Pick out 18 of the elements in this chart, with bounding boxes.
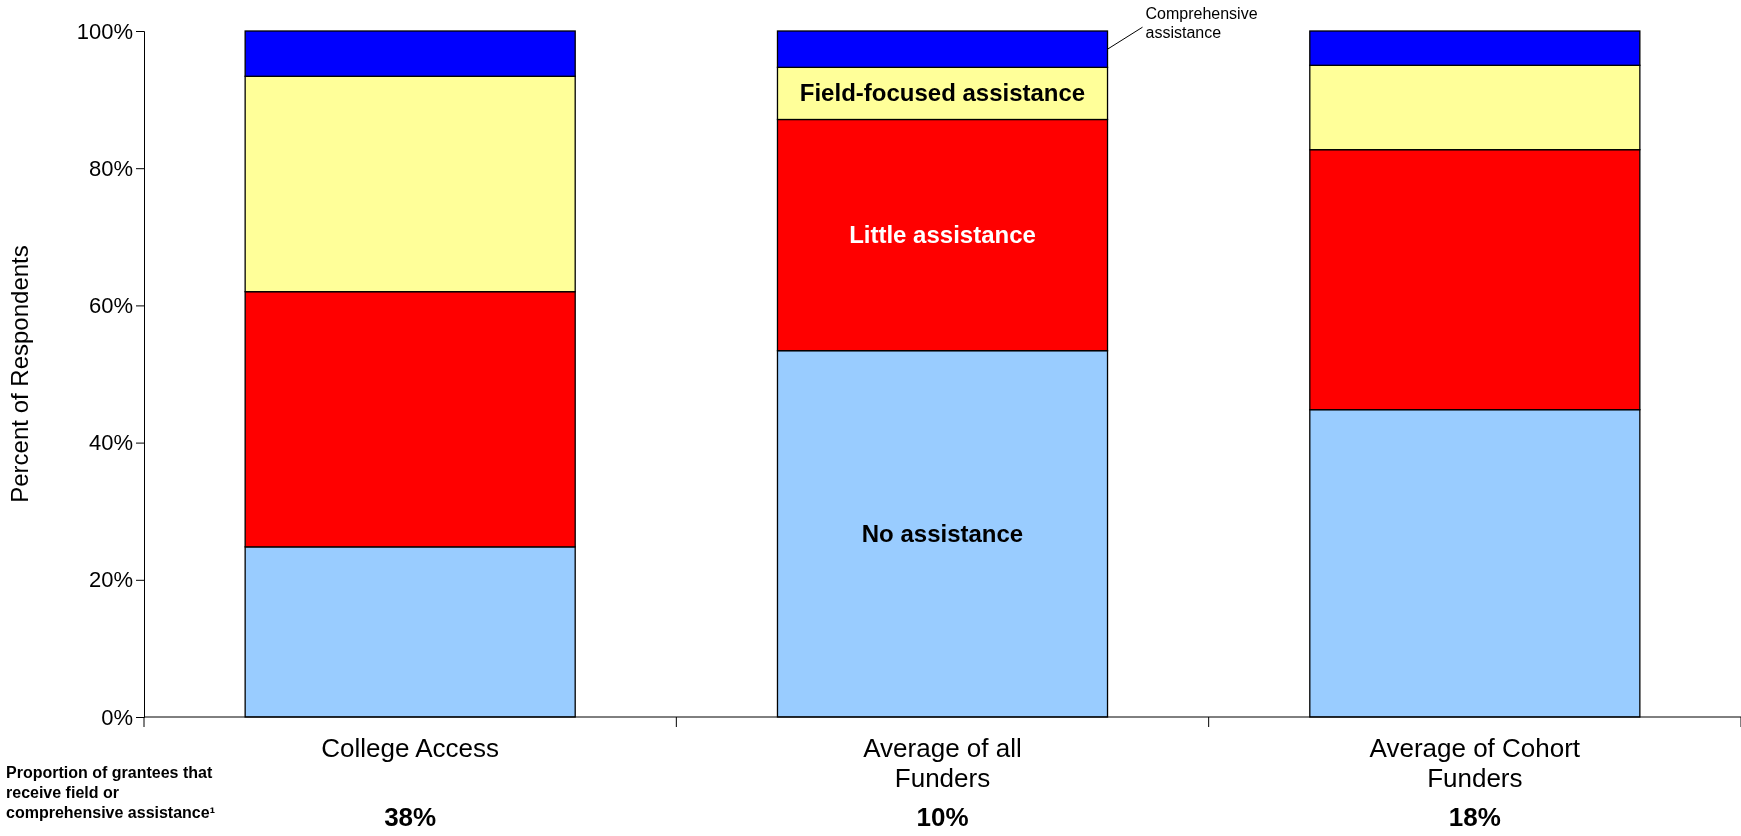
text: 18% xyxy=(1448,802,1501,832)
text: Proportion of grantees that receive field or comprehensive assistance¹ xyxy=(6,764,215,821)
y-tick-label: 0% xyxy=(101,704,133,730)
y-tick-label: 80% xyxy=(88,155,133,181)
x-tick-label: Average of all Funders xyxy=(863,733,1022,793)
x-tick-label: College Access xyxy=(321,733,500,763)
text: Comprehensive assistance xyxy=(1145,5,1258,42)
y-tick-label: 100% xyxy=(76,18,133,44)
text: 38% xyxy=(384,802,437,832)
y-tick-label: 60% xyxy=(88,292,133,318)
series-label: Field-focused assistance xyxy=(799,79,1086,107)
text: 10% xyxy=(916,802,969,832)
x-tick-label: Average of Cohort Funders xyxy=(1369,733,1581,793)
y-axis-title: Percent of Respondents xyxy=(6,245,33,503)
series-label: No assistance xyxy=(861,519,1024,547)
series-label: Little assistance xyxy=(849,221,1036,249)
y-tick-label: 40% xyxy=(88,430,133,456)
y-tick-label: 20% xyxy=(88,567,133,593)
